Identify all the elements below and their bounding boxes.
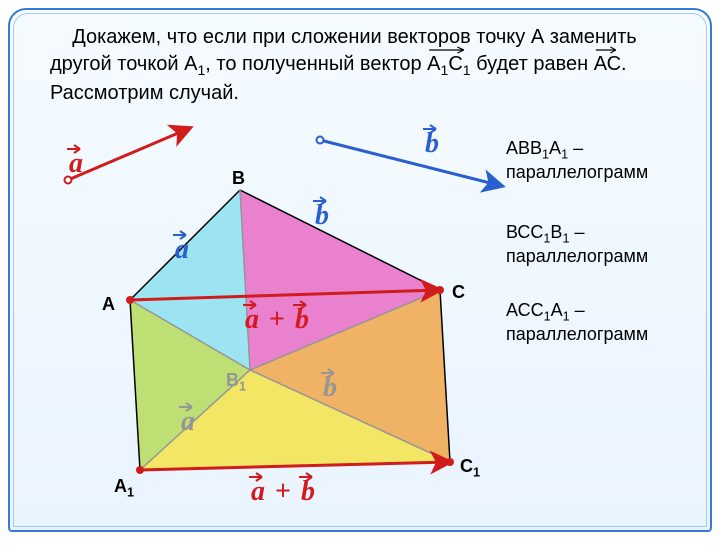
vector-text: a + b: [248, 476, 318, 508]
vector-text: b: [312, 200, 332, 232]
vector-text: b: [422, 128, 442, 160]
vector-text: a: [172, 234, 192, 266]
point-label-C1: С1: [460, 456, 480, 480]
point-label-A: А: [102, 294, 115, 315]
point-label-B1: В1: [226, 370, 246, 394]
slide-frame: Докажем, что если при сложении векторов …: [8, 8, 712, 532]
note: АСС1А1 – параллелограмм: [506, 300, 696, 345]
note: АВВ1А1 – параллелограмм: [506, 138, 696, 183]
point-label-C: С: [452, 282, 465, 303]
content-area: Докажем, что если при сложении векторов …: [10, 10, 710, 530]
vector-text: b: [320, 372, 340, 404]
point-label-A1: А1: [114, 476, 134, 500]
theorem-paragraph: Докажем, что если при сложении векторов …: [50, 24, 680, 107]
vector-text: a: [178, 406, 198, 438]
point-label-B: В: [232, 168, 245, 189]
note: ВСС1В1 – параллелограмм: [506, 222, 696, 267]
vector-text: a + b: [242, 304, 312, 336]
vector-text: a: [66, 148, 86, 180]
